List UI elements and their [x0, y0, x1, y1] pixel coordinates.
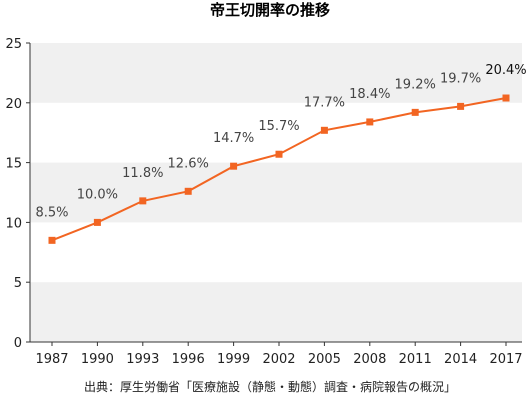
data-labels: 8.5% 10.0% 11.8% 12.6% 14.7% 15.7% 17.7% 18.4% 1…	[35, 63, 526, 220]
data-label: 18.4%	[349, 87, 390, 102]
grid-band	[30, 282, 522, 342]
x-tick-label: 2011	[399, 352, 432, 367]
x-tick-label: 1996	[172, 352, 205, 367]
x-tick-label: 2014	[444, 352, 477, 367]
x-axis-ticks: 1987 1990 1993 1996 1999 2002 2005 2008 2011 2014…	[35, 342, 523, 367]
data-point	[502, 94, 510, 102]
data-point	[93, 218, 101, 226]
data-label: 12.6%	[168, 156, 209, 171]
grid-band	[30, 43, 522, 103]
y-tick-label: 20	[5, 97, 22, 112]
x-tick-label: 1999	[217, 352, 250, 367]
data-point	[457, 102, 465, 110]
y-tick-label: 0	[14, 336, 22, 351]
axes	[29, 43, 522, 343]
source-note: 出典：厚生労働省「医療施設（静態・動態）調査・病院報告の概況」	[84, 379, 456, 394]
x-tick-label: 2005	[308, 352, 341, 367]
x-tick-label: 2002	[262, 352, 295, 367]
data-point	[139, 197, 147, 205]
data-point	[320, 126, 328, 134]
x-tick-label: 1993	[126, 352, 159, 367]
plot-bands	[30, 43, 522, 342]
y-tick-label: 15	[5, 157, 22, 172]
y-tick-label: 5	[14, 276, 22, 291]
chart-title: 帝王切開率の推移	[210, 1, 330, 19]
data-point	[184, 187, 192, 195]
data-point	[48, 236, 56, 244]
x-tick-label: 1990	[81, 352, 114, 367]
x-tick-label: 2017	[489, 352, 522, 367]
y-tick-label: 10	[5, 216, 22, 231]
data-point	[411, 108, 419, 116]
x-tick-label: 1987	[35, 352, 68, 367]
data-label: 8.5%	[35, 205, 68, 220]
series-line-group	[48, 94, 510, 244]
data-label: 14.7%	[213, 131, 254, 146]
data-point	[230, 162, 238, 170]
data-label: 19.7%	[440, 71, 481, 86]
y-tick-label: 25	[5, 37, 22, 52]
grid-band	[30, 162, 522, 223]
data-label: 15.7%	[258, 119, 299, 134]
data-label: 17.7%	[304, 95, 345, 110]
x-tick-label: 2008	[353, 352, 386, 367]
y-axis-ticks: 0 5 10 15 20 25	[5, 37, 30, 351]
data-label: 10.0%	[77, 187, 118, 202]
data-label: 11.8%	[122, 166, 163, 181]
data-point	[366, 118, 374, 126]
data-label: 19.2%	[395, 77, 436, 92]
data-point	[275, 150, 283, 158]
data-label: 20.4%	[485, 63, 526, 78]
